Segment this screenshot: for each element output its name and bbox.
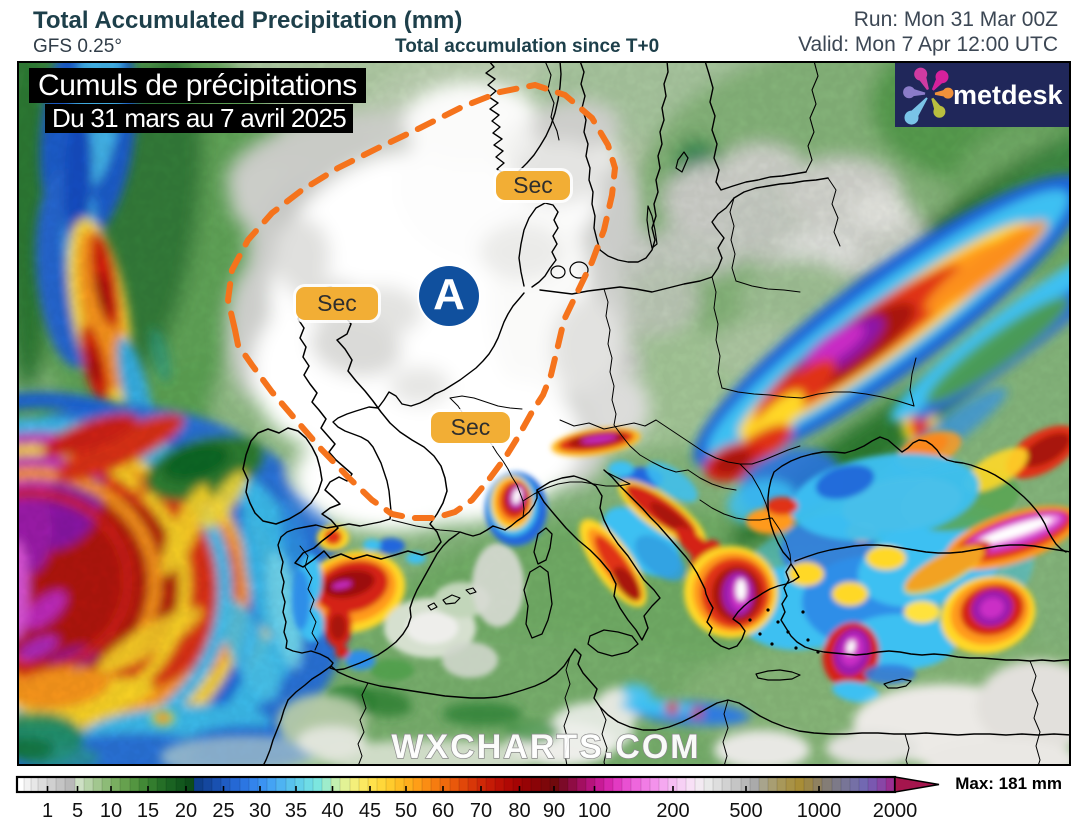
svg-text:80: 80 [508, 800, 530, 822]
svg-text:90: 90 [543, 800, 565, 822]
svg-text:45: 45 [359, 800, 381, 822]
svg-text:40: 40 [321, 800, 343, 822]
svg-text:70: 70 [470, 800, 492, 822]
svg-text:5: 5 [72, 800, 83, 822]
svg-text:10: 10 [100, 800, 122, 822]
svg-text:1: 1 [42, 800, 53, 822]
svg-text:200: 200 [656, 800, 689, 822]
svg-text:100: 100 [578, 800, 611, 822]
svg-text:20: 20 [175, 800, 197, 822]
svg-text:60: 60 [432, 800, 454, 822]
svg-text:15: 15 [137, 800, 159, 822]
svg-text:WXCHARTS.COM: WXCHARTS.COM [391, 728, 700, 766]
svg-text:500: 500 [729, 800, 762, 822]
svg-text:2000: 2000 [873, 800, 918, 822]
svg-text:50: 50 [395, 800, 417, 822]
svg-text:30: 30 [249, 800, 271, 822]
svg-text:25: 25 [212, 800, 234, 822]
svg-text:metdesk: metdesk [953, 80, 1064, 110]
svg-text:Max: 181 mm: Max: 181 mm [955, 774, 1062, 793]
svg-text:35: 35 [285, 800, 307, 822]
svg-text:1000: 1000 [797, 800, 842, 822]
